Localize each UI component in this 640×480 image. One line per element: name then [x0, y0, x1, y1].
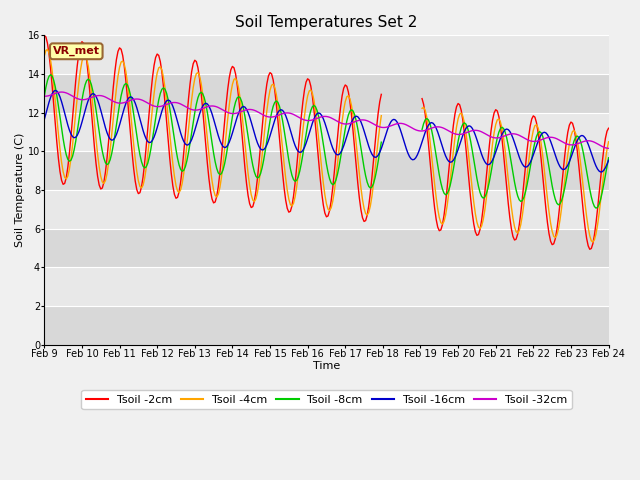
Tsoil -4cm: [605, 139, 612, 144]
Bar: [44, 151, 609, 190]
Tsoil -2cm: [362, 218, 369, 224]
Tsoil -16cm: [605, 157, 612, 163]
Tsoil -8cm: [538, 130, 545, 136]
Bar: [44, 228, 609, 267]
Tsoil -2cm: [145, 108, 153, 113]
Tsoil -16cm: [538, 132, 545, 138]
Tsoil -32cm: [147, 102, 155, 108]
Tsoil -16cm: [58, 99, 65, 105]
Line: Tsoil -8cm: Tsoil -8cm: [44, 75, 609, 208]
Tsoil -4cm: [538, 141, 545, 146]
Y-axis label: Soil Temperature (C): Soil Temperature (C): [15, 133, 25, 247]
Tsoil -32cm: [58, 89, 65, 95]
Bar: [44, 36, 609, 74]
Tsoil -2cm: [56, 168, 64, 174]
Tsoil -32cm: [56, 89, 64, 95]
Bar: [44, 190, 609, 228]
Bar: [44, 306, 609, 345]
Tsoil -16cm: [395, 122, 403, 128]
Text: VR_met: VR_met: [52, 46, 100, 57]
Tsoil -16cm: [597, 169, 605, 175]
Tsoil -16cm: [382, 131, 390, 137]
Tsoil -4cm: [145, 137, 153, 143]
Line: Tsoil -32cm: Tsoil -32cm: [44, 92, 609, 148]
Tsoil -4cm: [40, 53, 48, 59]
Tsoil -8cm: [145, 154, 153, 160]
Bar: [44, 113, 609, 151]
Bar: [44, 267, 609, 306]
Tsoil -2cm: [538, 156, 545, 162]
Legend: Tsoil -2cm, Tsoil -4cm, Tsoil -8cm, Tsoil -16cm, Tsoil -32cm: Tsoil -2cm, Tsoil -4cm, Tsoil -8cm, Tsoi…: [81, 390, 572, 409]
Line: Tsoil -2cm: Tsoil -2cm: [44, 36, 609, 249]
Tsoil -32cm: [395, 120, 403, 126]
Tsoil -32cm: [605, 145, 612, 151]
Line: Tsoil -4cm: Tsoil -4cm: [44, 49, 609, 242]
Bar: [44, 74, 609, 113]
Tsoil -16cm: [364, 138, 371, 144]
Tsoil -32cm: [40, 93, 48, 99]
Tsoil -2cm: [40, 33, 48, 38]
Tsoil -16cm: [147, 139, 155, 145]
Tsoil -2cm: [605, 125, 612, 131]
Tsoil -4cm: [56, 146, 64, 152]
Tsoil -32cm: [382, 124, 390, 130]
Tsoil -16cm: [51, 87, 59, 93]
Tsoil -8cm: [56, 114, 64, 120]
Tsoil -8cm: [362, 173, 369, 179]
X-axis label: Time: Time: [313, 361, 340, 372]
Tsoil -8cm: [605, 155, 612, 161]
Tsoil -32cm: [538, 137, 545, 143]
Title: Soil Temperatures Set 2: Soil Temperatures Set 2: [236, 15, 418, 30]
Line: Tsoil -16cm: Tsoil -16cm: [44, 90, 609, 172]
Tsoil -16cm: [40, 117, 48, 122]
Tsoil -8cm: [40, 93, 48, 99]
Tsoil -4cm: [362, 211, 369, 216]
Tsoil -32cm: [364, 118, 371, 124]
